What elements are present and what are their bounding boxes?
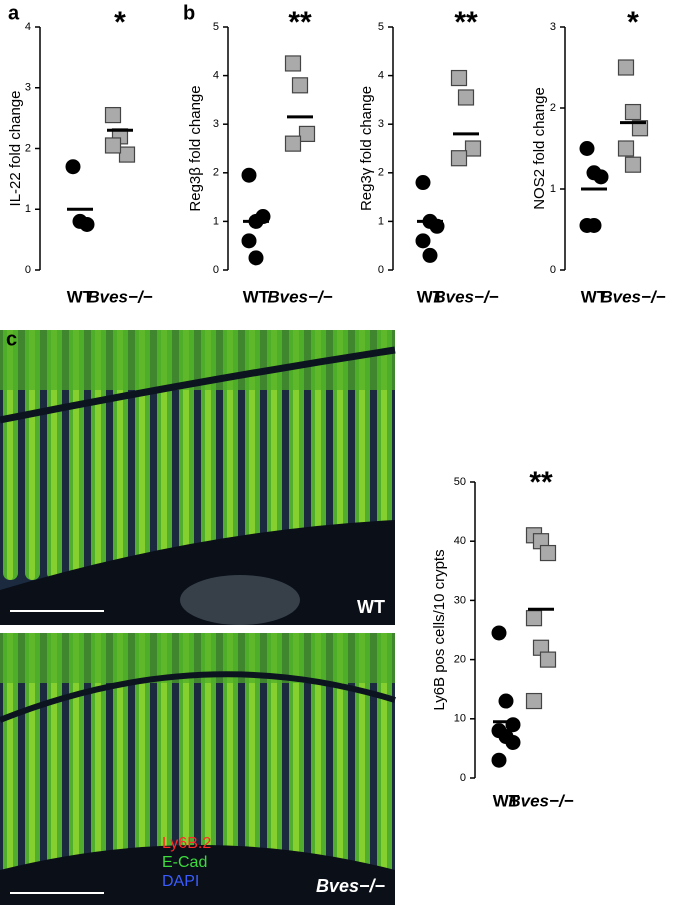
data-point (505, 734, 521, 750)
significance: ** (529, 466, 553, 499)
micrograph-wt (0, 330, 396, 625)
data-point (65, 159, 81, 175)
data-point (464, 140, 482, 157)
x-tick-label: Bves−/− (508, 791, 573, 810)
panel-label: a (8, 2, 20, 24)
data-point (79, 216, 95, 232)
data-point (624, 156, 642, 173)
data-point (631, 120, 649, 137)
data-point (539, 651, 557, 668)
data-point (491, 625, 507, 641)
y-tick-label: 10 (454, 713, 466, 725)
x-tick-label: Bves−/− (87, 287, 152, 306)
x-tick-label: Bves−/− (433, 287, 498, 306)
data-point (525, 610, 543, 627)
significance: * (627, 6, 639, 39)
x-tick-label: WT (243, 287, 270, 306)
y-tick-label: 4 (378, 70, 384, 82)
y-tick-label: 2 (25, 142, 31, 154)
data-point (450, 150, 468, 167)
y-tick-label: 2 (213, 167, 219, 179)
data-point (248, 250, 264, 266)
data-point (104, 106, 122, 124)
y-tick-label: 40 (454, 535, 466, 547)
data-point (450, 69, 468, 87)
y-tick-label: 3 (378, 118, 384, 130)
y-tick-label: 0 (550, 264, 556, 276)
y-tick-label: 5 (213, 21, 219, 33)
y-tick-label: 1 (378, 215, 384, 227)
y-tick-label: 1 (213, 215, 219, 227)
y-axis-label: IL-22 fold change (7, 91, 24, 207)
y-tick-label: 1 (25, 203, 31, 215)
data-point (118, 146, 136, 163)
data-point (457, 89, 475, 106)
y-tick-label: 3 (550, 21, 556, 33)
stain-legend: Ly6B.2 (162, 835, 211, 852)
y-tick-label: 4 (213, 70, 219, 82)
stain-legend: DAPI (162, 873, 199, 890)
panel-label: c (6, 328, 17, 350)
data-point (491, 752, 507, 768)
y-axis-label: NOS2 fold change (531, 87, 548, 210)
y-tick-label: 20 (454, 654, 466, 666)
data-point (539, 544, 557, 562)
y-tick-label: 0 (378, 264, 384, 276)
significance: * (114, 6, 126, 39)
x-tick-label: Bves−/− (267, 287, 332, 306)
data-point (284, 135, 302, 152)
significance: ** (288, 6, 312, 39)
data-point (579, 141, 595, 156)
y-tick-label: 0 (460, 772, 466, 784)
y-tick-label: 3 (213, 118, 219, 130)
data-point (498, 693, 514, 709)
data-point (291, 77, 309, 94)
data-point (104, 137, 122, 154)
y-tick-label: 30 (454, 594, 466, 606)
x-tick-label: WT (417, 287, 444, 306)
data-point (241, 167, 257, 183)
x-tick-label: WT (67, 287, 94, 306)
data-point (617, 59, 635, 76)
micrograph-bves (0, 633, 396, 905)
y-tick-label: 0 (25, 264, 31, 276)
data-point (624, 103, 642, 121)
image-label: Bves−/− (316, 876, 386, 896)
data-point (415, 175, 431, 191)
y-tick-label: 5 (378, 21, 384, 33)
data-point (525, 692, 543, 710)
data-point (415, 233, 431, 249)
image-label: WT (357, 597, 385, 617)
y-tick-label: 3 (25, 82, 31, 94)
data-point (298, 125, 316, 143)
panel-label: b (183, 2, 195, 24)
x-tick-label: WT (493, 791, 520, 810)
data-point (593, 169, 609, 185)
stain-legend: E-Cad (162, 854, 207, 871)
significance: ** (454, 6, 478, 39)
data-point (241, 233, 257, 249)
data-point (586, 217, 602, 233)
y-tick-label: 4 (25, 21, 31, 33)
y-tick-label: 2 (378, 167, 384, 179)
data-point (422, 247, 438, 263)
data-point (284, 55, 302, 72)
x-tick-label: WT (581, 287, 608, 306)
y-tick-label: 2 (550, 102, 556, 114)
y-tick-label: 0 (213, 264, 219, 276)
x-tick-label: Bves−/− (600, 287, 665, 306)
y-tick-label: 50 (454, 476, 466, 488)
data-point (617, 140, 635, 157)
y-axis-label: Reg3γ fold change (358, 86, 375, 211)
y-tick-label: 1 (550, 183, 556, 195)
y-axis-label: Reg3β fold change (187, 85, 204, 211)
y-axis-label: Ly6B pos cells/10 crypts (431, 549, 448, 710)
